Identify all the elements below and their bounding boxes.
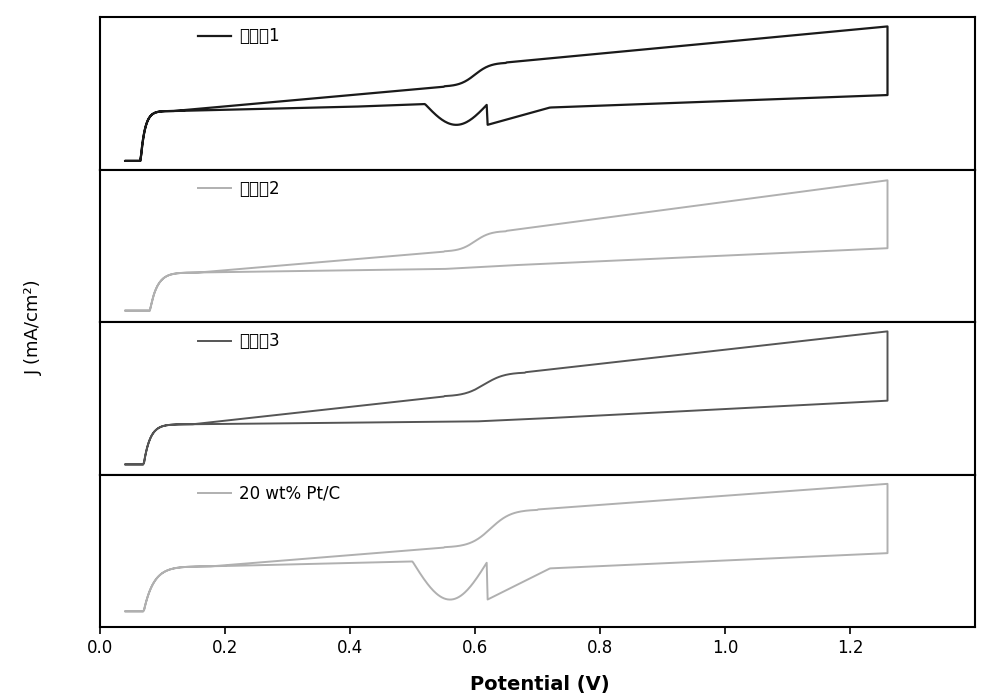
Legend: 实施例1: 实施例1: [191, 21, 286, 52]
Legend: 实施例2: 实施例2: [191, 174, 286, 204]
Text: Potential (V): Potential (V): [470, 675, 610, 694]
Text: J (mA/cm²): J (mA/cm²): [25, 279, 43, 376]
Legend: 实施例3: 实施例3: [191, 325, 286, 357]
Legend: 20 wt% Pt/C: 20 wt% Pt/C: [191, 478, 347, 510]
